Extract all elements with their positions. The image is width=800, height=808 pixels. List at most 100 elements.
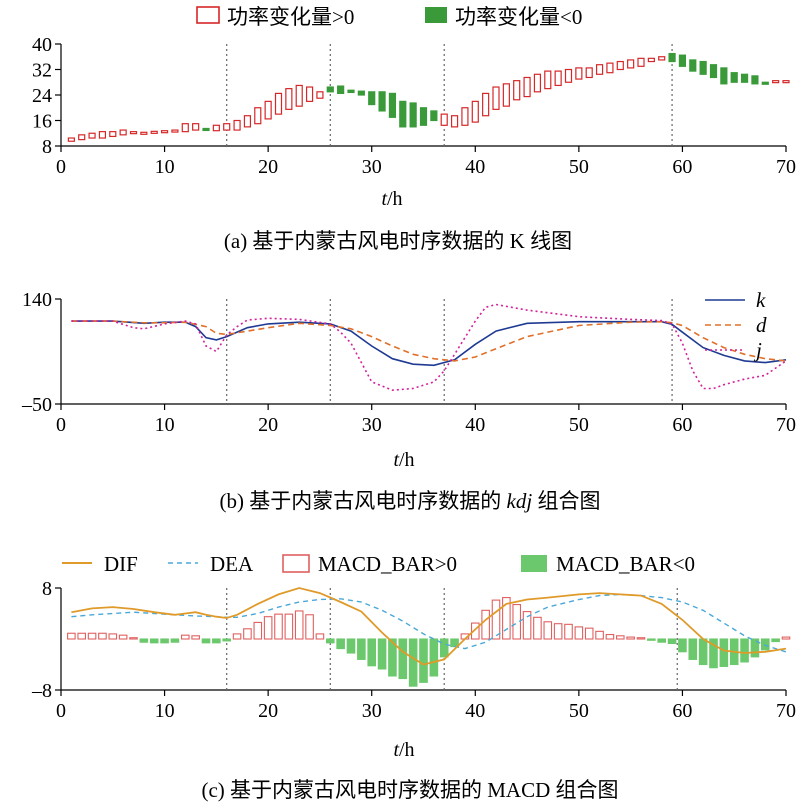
- candle-up: [223, 123, 231, 131]
- candle-down: [337, 85, 345, 95]
- macd-bar-negative: [170, 638, 180, 643]
- candle-up: [129, 131, 138, 135]
- candle-down: [357, 90, 365, 96]
- candle-up: [150, 130, 158, 134]
- panel-c-x-ticks: 0 10 20 30 40 50 60 70: [56, 690, 796, 722]
- panel-c-x-tick-label: 10: [155, 700, 175, 722]
- macd-bar-positive: [626, 636, 635, 640]
- macd-bar-positive: [605, 633, 615, 640]
- panel-c-x-tick-label: 40: [465, 700, 485, 722]
- macd-bar-positive: [108, 633, 118, 640]
- candle-up: [305, 86, 314, 102]
- candle-down: [347, 89, 355, 94]
- series-j-line: [71, 303, 787, 392]
- candle-down: [720, 67, 728, 85]
- legend-up-label: 功率变化量>0: [227, 5, 354, 29]
- panel-c-x-tick-label: 30: [362, 700, 382, 722]
- panel-c: DIF DEA MACD_BAR>0 MACD_BAR<0 –8 8 0 10 20 3…: [31, 552, 796, 802]
- macd-bar-positive: [533, 616, 542, 640]
- macd-bar-positive: [305, 614, 314, 640]
- candle-up: [295, 84, 303, 107]
- candle-up: [585, 67, 593, 79]
- macd-bar-negative: [367, 638, 377, 667]
- macd-bar-negative: [771, 638, 780, 643]
- panel-c-xlabel: t/h: [393, 739, 414, 761]
- candle-up: [450, 115, 459, 128]
- macd-bar-negative: [647, 638, 656, 641]
- candle-up: [627, 59, 635, 69]
- macd-bar-negative: [212, 638, 221, 644]
- panel-b-y-tick-label: –50: [21, 394, 52, 416]
- macd-bar-positive: [584, 627, 594, 640]
- panel-b-y-tick-label: 140: [22, 289, 52, 311]
- macd-bar-negative: [408, 638, 418, 687]
- candle-up: [513, 80, 521, 101]
- panel-b-x-tick-label: 60: [672, 414, 692, 436]
- legend-up-swatch: [196, 6, 220, 24]
- panel-a-x-tick-label: 0: [56, 156, 66, 178]
- macd-bar-positive: [636, 637, 646, 640]
- macd-bar-positive: [129, 637, 138, 640]
- panel-a-y-ticks: 8 16 24 32 40: [32, 34, 61, 158]
- candle-up: [647, 57, 655, 63]
- macd-bar-negative: [740, 638, 749, 663]
- legend-down-label: 功率变化量<0: [455, 5, 582, 29]
- candle-up: [243, 115, 252, 128]
- candle-up: [285, 88, 293, 110]
- candle-down: [689, 59, 697, 72]
- candle-down: [409, 102, 417, 128]
- candle-down: [709, 64, 718, 79]
- legend-dea-label: DEA: [210, 552, 254, 576]
- panel-a-x-tick-label: 10: [155, 156, 175, 178]
- candle-up: [264, 100, 272, 120]
- panel-c-caption: (c) 基于内蒙古风电时序数据的 MACD 组合图: [201, 778, 618, 802]
- macd-bar-negative: [377, 638, 387, 670]
- macd-bar-positive: [77, 632, 87, 640]
- panel-b-x-tick-label: 70: [776, 414, 796, 436]
- panel-a-x-tick-label: 20: [258, 156, 278, 178]
- panel-a-x-tick-label: 40: [465, 156, 485, 178]
- macd-bar-positive: [315, 633, 325, 640]
- candle-up: [544, 70, 552, 90]
- legend-k-label: k: [756, 288, 766, 312]
- macd-bar-positive: [253, 621, 263, 640]
- candle-down: [730, 72, 738, 83]
- macd-bar-positive: [191, 635, 200, 640]
- legend-bar-neg-label: MACD_BAR<0: [556, 552, 695, 576]
- panel-c-y-ticks: –8 8: [31, 578, 61, 702]
- candle-down: [751, 75, 759, 85]
- macd-bar-negative: [419, 638, 428, 683]
- panel-c-x-tick-label: 70: [776, 700, 796, 722]
- candle-up: [554, 70, 562, 87]
- candle-up: [140, 131, 148, 135]
- candle-down: [202, 127, 210, 132]
- candle-up: [595, 64, 604, 75]
- macd-bar-positive: [574, 626, 584, 640]
- candle-down: [399, 100, 407, 128]
- candle-up: [564, 68, 573, 83]
- macd-bar-negative: [688, 638, 698, 660]
- macd-bar-negative: [139, 638, 149, 643]
- macd-bar-positive: [491, 599, 501, 640]
- panel-a-y-tick-label: 32: [32, 60, 52, 82]
- macd-bar-negative: [667, 638, 677, 645]
- panel-c-legend: DIF DEA MACD_BAR>0 MACD_BAR<0: [62, 552, 695, 576]
- panel-a-x-tick-label: 50: [569, 156, 589, 178]
- panel-c-x-tick-label: 0: [56, 700, 66, 722]
- candle-up: [316, 91, 324, 99]
- macd-bar-negative: [222, 638, 232, 642]
- legend-dif-label: DIF: [104, 552, 138, 576]
- panel-b-x-tick-label: 50: [569, 414, 589, 436]
- panel-b-x-tick-label: 30: [362, 414, 382, 436]
- candle-up: [658, 56, 666, 61]
- candle-up: [533, 73, 542, 93]
- macd-bar-negative: [719, 638, 729, 667]
- macd-bar-positive: [543, 621, 553, 640]
- macd-bar-positive: [180, 634, 190, 640]
- candle-up: [254, 107, 262, 125]
- candle-up: [575, 67, 583, 80]
- macd-bar-negative: [388, 638, 397, 677]
- candle-up: [492, 86, 500, 110]
- candle-up: [637, 57, 645, 67]
